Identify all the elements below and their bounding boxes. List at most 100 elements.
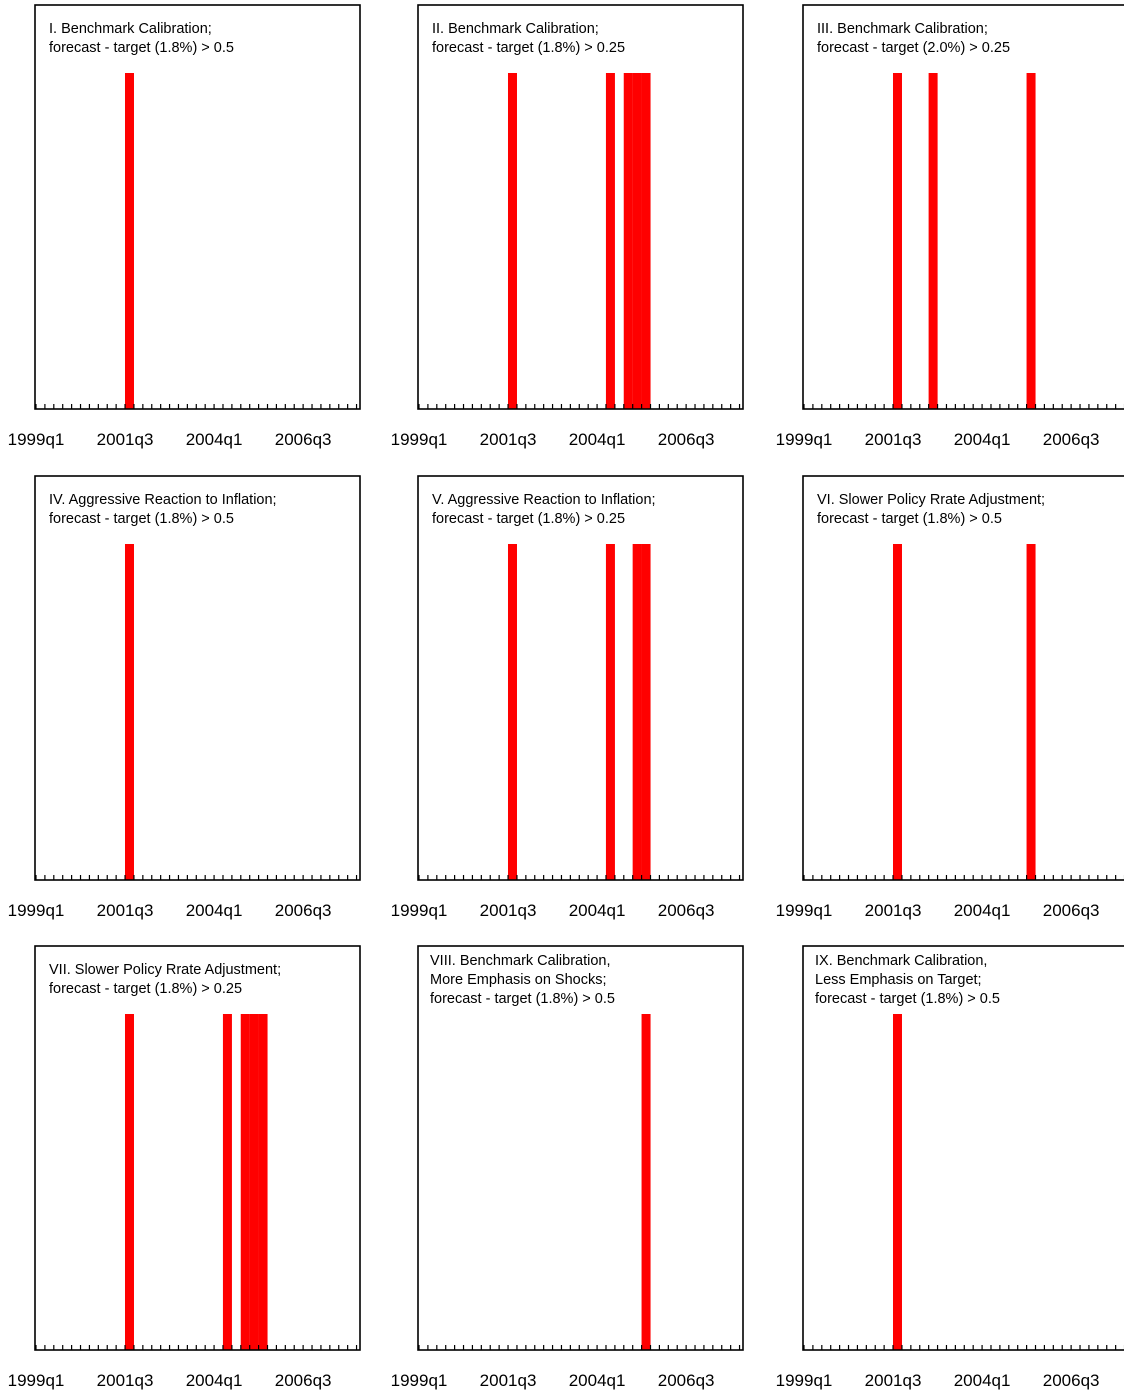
x-tick-label: 2004q1 <box>569 1371 626 1390</box>
panel-title-line: forecast - target (1.8%) > 0.5 <box>815 991 1000 1007</box>
panel-title-line: forecast - target (1.8%) > 0.25 <box>432 40 625 56</box>
chart-panel: 1999q1 2001q3 2004q1 2006q3 V. Aggressive Re… <box>383 475 753 926</box>
plot-frame <box>34 945 361 1351</box>
bar-2004q2 <box>222 1014 232 1350</box>
x-tick-label: 1999q1 <box>8 901 65 920</box>
panel-title-line: forecast - target (2.0%) > 0.25 <box>817 40 1010 56</box>
panel-title-line: forecast - target (1.8%) > 0.5 <box>817 511 1002 527</box>
bar-2001q3 <box>124 544 134 880</box>
bar-2005q2 <box>641 544 651 880</box>
x-tick-label: 1999q1 <box>391 430 448 449</box>
x-tick-label: 1999q1 <box>776 430 833 449</box>
panel-title-line: forecast - target (1.8%) > 0.25 <box>49 981 242 997</box>
bar-2001q3 <box>507 544 517 880</box>
bar-chart: 1999q1 2001q3 2004q1 2006q3 III. Benchmark C… <box>776 4 1124 449</box>
bar-2005q2 <box>641 73 651 409</box>
bar-2004q2 <box>605 73 615 409</box>
x-tick-label: 2001q3 <box>865 1371 922 1390</box>
bar-2001q3 <box>124 73 134 409</box>
x-tick-label: 2001q3 <box>865 430 922 449</box>
bar-2004q4 <box>240 1014 250 1350</box>
chart-panel: 1999q1 2001q3 2004q1 2006q3 III. Benchmark C… <box>768 4 1124 455</box>
bar-chart: 1999q1 2001q3 2004q1 2006q3 IV. Aggressive R… <box>8 475 361 920</box>
x-tick-label: 2001q3 <box>480 430 537 449</box>
bar-2001q3 <box>892 544 902 880</box>
plot-frame <box>34 475 361 881</box>
panel-title-line: forecast - target (1.8%) > 0.5 <box>49 511 234 527</box>
bar-2005q2 <box>258 1014 268 1350</box>
plot-frame <box>417 945 744 1351</box>
x-tick-label: 2006q3 <box>275 1371 332 1390</box>
chart-panel: 1999q1 2001q3 2004q1 2006q3 VIII. Benchmark … <box>383 945 753 1396</box>
chart-panel: 1999q1 2001q3 2004q1 2006q3 I. Benchmark Cal… <box>0 4 370 455</box>
chart-panel: 1999q1 2001q3 2004q1 2006q3 II. Benchmark Ca… <box>383 4 753 455</box>
plot-frame <box>802 4 1124 410</box>
bar-2005q1 <box>249 1014 259 1350</box>
x-tick-label: 1999q1 <box>776 1371 833 1390</box>
panel-title-line: IV. Aggressive Reaction to Inflation; <box>49 492 277 508</box>
x-tick-label: 2006q3 <box>1043 430 1100 449</box>
panel-title-line: II. Benchmark Calibration; <box>432 21 599 37</box>
bar-chart: 1999q1 2001q3 2004q1 2006q3 VI. Slower Polic… <box>776 475 1124 920</box>
panel-title-line: I. Benchmark Calibration; <box>49 21 212 37</box>
bar-chart: 1999q1 2001q3 2004q1 2006q3 VII. Slower Poli… <box>8 945 361 1390</box>
panel-title-line: More Emphasis on Shocks; <box>430 972 607 988</box>
x-tick-label: 2001q3 <box>97 1371 154 1390</box>
panel-title-line: III. Benchmark Calibration; <box>817 21 988 37</box>
bar-2005q2 <box>1026 544 1036 880</box>
x-tick-label: 2001q3 <box>480 901 537 920</box>
bar-2004q2 <box>605 544 615 880</box>
plot-frame <box>417 4 744 410</box>
plot-frame <box>34 4 361 410</box>
bar-2001q3 <box>507 73 517 409</box>
x-tick-label: 2001q3 <box>97 901 154 920</box>
x-tick-label: 2006q3 <box>1043 901 1100 920</box>
bar-2001q3 <box>124 1014 134 1350</box>
bar-chart: 1999q1 2001q3 2004q1 2006q3 II. Benchmark Ca… <box>391 4 744 449</box>
plot-frame <box>802 475 1124 881</box>
x-tick-label: 2004q1 <box>954 430 1011 449</box>
panel-title-line: VII. Slower Policy Rrate Adjustment; <box>49 962 281 978</box>
x-tick-label: 2004q1 <box>569 901 626 920</box>
x-tick-label: 2006q3 <box>658 1371 715 1390</box>
panel-title-line: forecast - target (1.8%) > 0.25 <box>432 511 625 527</box>
x-tick-label: 2004q1 <box>186 901 243 920</box>
panel-title-line: forecast - target (1.8%) > 0.5 <box>49 40 234 56</box>
bar-chart: 1999q1 2001q3 2004q1 2006q3 VIII. Benchmark … <box>391 945 744 1390</box>
chart-panel: 1999q1 2001q3 2004q1 2006q3 VII. Slower Poli… <box>0 945 370 1396</box>
bar-2001q3 <box>892 1014 902 1350</box>
bar-chart: 1999q1 2001q3 2004q1 2006q3 IX. Benchmark Ca… <box>776 945 1124 1390</box>
x-tick-label: 1999q1 <box>391 901 448 920</box>
bar-2005q1 <box>632 544 642 880</box>
x-tick-label: 2004q1 <box>569 430 626 449</box>
bar-chart: 1999q1 2001q3 2004q1 2006q3 V. Aggressive Re… <box>391 475 744 920</box>
x-tick-label: 1999q1 <box>8 1371 65 1390</box>
panel-title-line: Less Emphasis on Target; <box>815 972 982 988</box>
x-tick-label: 2006q3 <box>275 901 332 920</box>
x-tick-label: 1999q1 <box>776 901 833 920</box>
panel-title-line: VI. Slower Policy Rrate Adjustment; <box>817 492 1045 508</box>
bar-2005q1 <box>632 73 642 409</box>
bar-2005q2 <box>1026 73 1036 409</box>
chart-panel: 1999q1 2001q3 2004q1 2006q3 IX. Benchmark Ca… <box>768 945 1124 1396</box>
chart-panel: 1999q1 2001q3 2004q1 2006q3 IV. Aggressive R… <box>0 475 370 926</box>
plot-frame <box>417 475 744 881</box>
x-tick-label: 2001q3 <box>865 901 922 920</box>
x-tick-label: 2001q3 <box>97 430 154 449</box>
panel-title-line: IX. Benchmark Calibration, <box>815 953 987 969</box>
bar-2001q3 <box>892 73 902 409</box>
x-tick-label: 1999q1 <box>8 430 65 449</box>
panel-title-line: V. Aggressive Reaction to Inflation; <box>432 492 656 508</box>
x-tick-label: 2006q3 <box>275 430 332 449</box>
x-tick-label: 2001q3 <box>480 1371 537 1390</box>
panel-title-line: VIII. Benchmark Calibration, <box>430 953 611 969</box>
bar-chart: 1999q1 2001q3 2004q1 2006q3 I. Benchmark Cal… <box>8 4 361 449</box>
x-tick-label: 2004q1 <box>954 1371 1011 1390</box>
x-tick-label: 2004q1 <box>186 430 243 449</box>
x-tick-label: 2006q3 <box>658 901 715 920</box>
panel-title-line: forecast - target (1.8%) > 0.5 <box>430 991 615 1007</box>
plot-frame <box>802 945 1124 1351</box>
bar-2005q2 <box>641 1014 651 1350</box>
bar-2002q3 <box>928 73 938 409</box>
